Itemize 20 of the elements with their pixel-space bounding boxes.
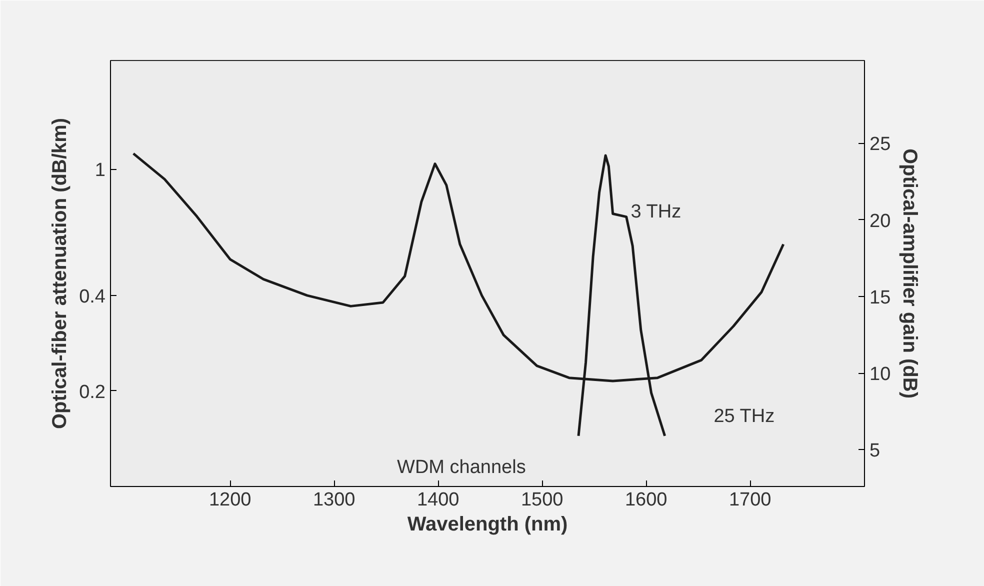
x-tick-label: 1400 — [416, 490, 460, 510]
y-tick-label: 0.4 — [79, 286, 106, 308]
y-axis-title: Optical-fiber attenuation (dB/km) — [49, 118, 72, 430]
y2-axis-title: Optical-amplifier gain (dB) — [898, 148, 921, 399]
annotation: 3 THz — [630, 201, 682, 222]
y-tick-label: 1 — [94, 160, 106, 182]
x-tick-label: 1200 — [208, 490, 252, 510]
y2-tick-label: 25 — [870, 134, 891, 156]
y2-tick-label: 5 — [870, 440, 880, 462]
annotation: WDM channels — [397, 456, 526, 478]
annotation: 25 THz — [714, 406, 775, 427]
y2-tick-label: 15 — [870, 287, 891, 308]
y-tick-label: 0.2 — [79, 382, 106, 403]
x-tick-label: 1500 — [520, 490, 564, 510]
x-tick-label: 1300 — [312, 490, 356, 510]
y2-tick-label: 10 — [870, 364, 891, 386]
x-tick-label: 1600 — [624, 490, 668, 510]
y2-tick-label: 20 — [870, 210, 891, 232]
x-tick-label: 1700 — [728, 490, 772, 510]
x-axis-title: Wavelength (nm) — [407, 514, 568, 536]
